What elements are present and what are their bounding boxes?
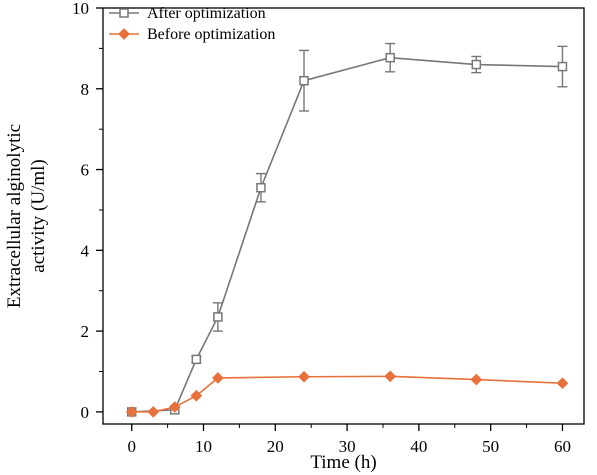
data-point [191,354,202,365]
data-point [471,59,482,70]
data-point [118,28,130,40]
data-point [299,75,309,86]
plot-frame [102,7,585,425]
y-tick-label: 2 [81,322,90,341]
y-axis-title-line: Extracellular alginolytic [4,124,25,308]
x-tick-label: 0 [127,437,136,456]
data-point [384,370,397,383]
x-axis: 0 10 20 30 40 50 60 [127,424,571,456]
legend: After optimization Before optimization [109,5,275,43]
x-tick-label: 50 [482,437,499,456]
data-point [168,401,181,413]
data-point [190,389,203,402]
data-point [212,372,224,384]
legend-label: After optimization [147,5,266,22]
data-point [256,182,266,193]
y-tick-label: 10 [72,0,89,18]
data-point [385,52,395,63]
x-tick-label: 60 [554,437,571,456]
y-axis-title: Extracellular alginolytic activity (U/ml) [4,124,49,308]
y-tick-label: 6 [81,161,90,180]
plot-border [102,7,585,425]
data-point [119,8,129,18]
y-axis: 0 2 4 6 8 10 [72,0,103,422]
data-point [556,377,569,390]
x-axis-title: Time (h) [310,452,376,473]
x-tick-label: 40 [410,437,427,456]
data-point [298,370,310,383]
data-point [147,406,160,418]
data-point [470,373,483,386]
x-tick-label: 30 [339,437,356,456]
x-tick-label: 20 [267,437,284,456]
series-layer [125,42,569,418]
y-axis-title-line: activity (U/ml) [28,159,49,272]
data-point [557,61,568,72]
data-point [125,406,138,418]
x-tick-label: 10 [195,437,212,456]
y-tick-label: 4 [81,241,90,260]
legend-label: Before optimization [147,26,275,43]
series-before-optimization [125,370,569,418]
data-point [213,312,223,322]
y-tick-label: 0 [81,403,90,422]
y-tick-label: 8 [81,80,90,99]
